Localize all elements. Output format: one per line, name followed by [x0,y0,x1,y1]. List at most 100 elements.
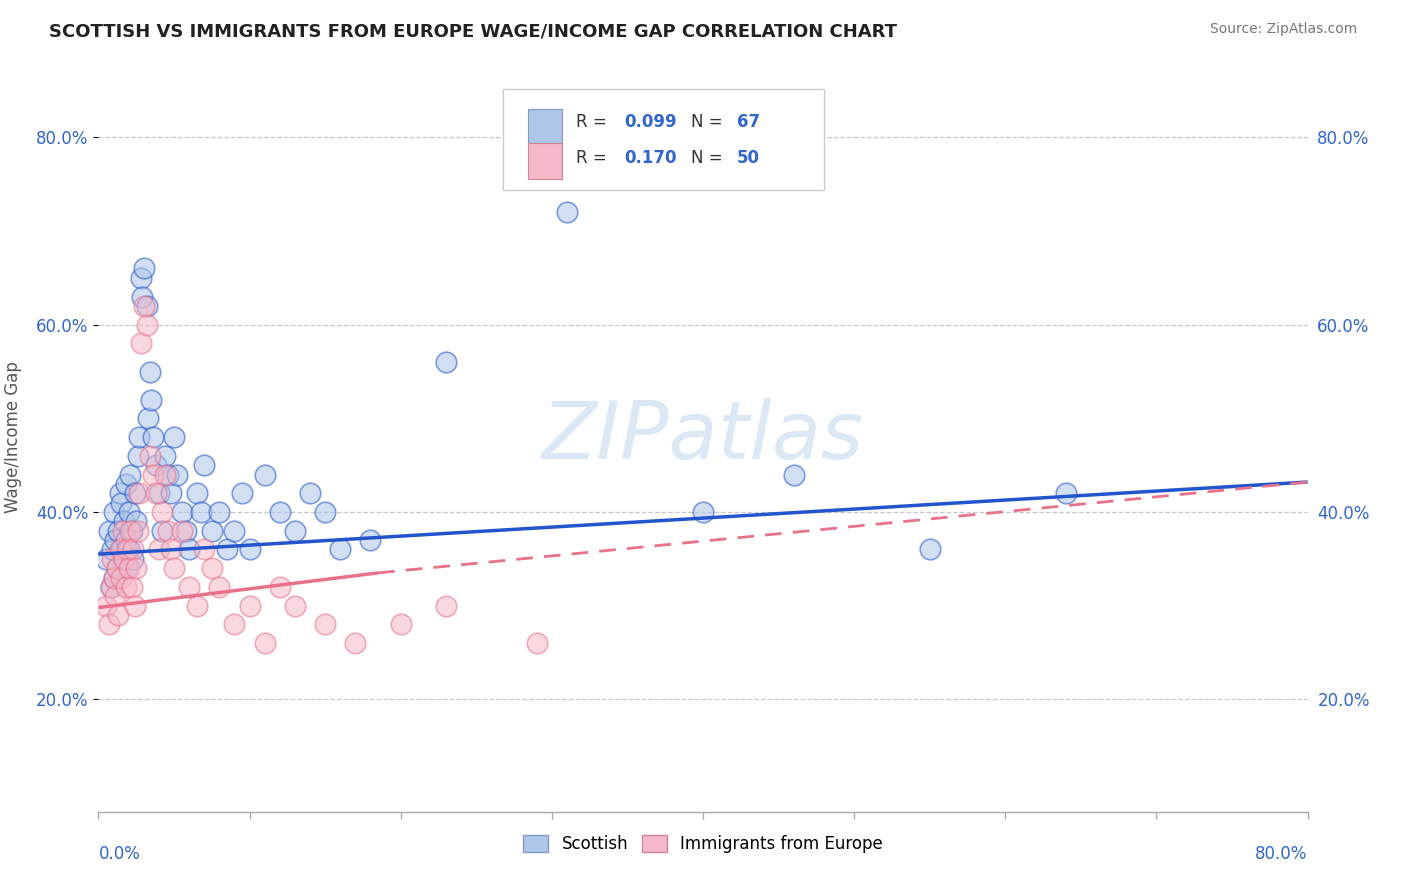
Point [114,580,136,594]
Point [107,608,129,623]
Point [193,458,215,473]
Legend: Scottish, Immigrants from Europe: Scottish, Immigrants from Europe [516,828,890,860]
Point [132,261,155,276]
Point [253,636,276,650]
Point [118,505,141,519]
Point [110,496,132,510]
Point [314,505,336,519]
Point [128,430,150,444]
Text: SCOTTISH VS IMMIGRANTS FROM EUROPE WAGE/INCOME GAP CORRELATION CHART: SCOTTISH VS IMMIGRANTS FROM EUROPE WAGE/… [49,22,897,40]
Point [163,430,186,444]
FancyBboxPatch shape [503,88,824,190]
Point [239,542,262,557]
Point [153,449,176,463]
Point [179,580,201,594]
Point [201,561,224,575]
Point [122,542,145,557]
Point [114,533,136,547]
Text: N =: N = [690,149,728,168]
Point [253,467,276,482]
Point [170,524,193,538]
Text: N =: N = [690,113,728,131]
Point [120,524,142,538]
Text: 67: 67 [737,113,761,131]
Text: 80.0%: 80.0% [1256,846,1308,863]
Point [141,392,163,407]
Point [1054,486,1077,500]
Point [163,561,186,575]
Point [186,599,208,613]
Point [148,542,170,557]
Point [344,636,367,650]
Point [156,467,179,482]
Point [105,561,128,575]
Point [101,542,124,557]
Point [329,542,352,557]
Point [783,467,806,482]
Point [179,542,201,557]
Point [115,542,138,557]
Point [170,505,193,519]
Point [269,505,291,519]
Point [186,486,208,500]
Point [208,505,231,519]
Point [156,524,179,538]
Point [145,486,167,500]
Point [142,467,165,482]
Point [132,299,155,313]
Text: Source: ZipAtlas.com: Source: ZipAtlas.com [1209,22,1357,37]
Point [160,486,183,500]
Point [124,599,146,613]
Point [139,364,162,378]
Y-axis label: Wage/Income Gap: Wage/Income Gap [4,361,22,513]
Point [108,542,131,557]
Point [127,449,149,463]
Text: ZIPatlas: ZIPatlas [541,398,865,476]
Point [360,533,382,547]
Text: 50: 50 [737,149,759,168]
Point [100,580,122,594]
Point [224,524,246,538]
Point [434,355,457,369]
Point [118,561,141,575]
Point [100,580,122,594]
Point [918,542,941,557]
Point [224,617,246,632]
FancyBboxPatch shape [527,109,561,145]
Point [190,505,212,519]
Point [136,411,159,425]
Point [125,561,148,575]
Point [389,617,412,632]
Point [120,467,142,482]
Point [110,571,132,585]
Point [111,551,134,566]
Point [103,571,125,585]
Point [166,467,188,482]
Point [115,561,138,575]
Point [112,514,135,528]
Text: 0.099: 0.099 [624,113,678,131]
Point [284,524,307,538]
Point [98,617,121,632]
Text: R =: R = [576,149,612,168]
Point [94,599,117,613]
Point [111,524,134,538]
Point [139,449,162,463]
Point [124,486,146,500]
Point [239,599,262,613]
Point [104,533,127,547]
Text: R =: R = [576,113,612,131]
Text: 0.170: 0.170 [624,149,676,168]
Point [215,542,238,557]
Point [692,505,714,519]
Point [94,551,117,566]
Point [299,486,322,500]
Point [129,271,152,285]
Point [231,486,253,500]
Point [114,476,136,491]
Point [122,551,145,566]
Point [142,430,165,444]
Point [160,542,183,557]
Point [112,551,135,566]
Text: 0.0%: 0.0% [98,846,141,863]
